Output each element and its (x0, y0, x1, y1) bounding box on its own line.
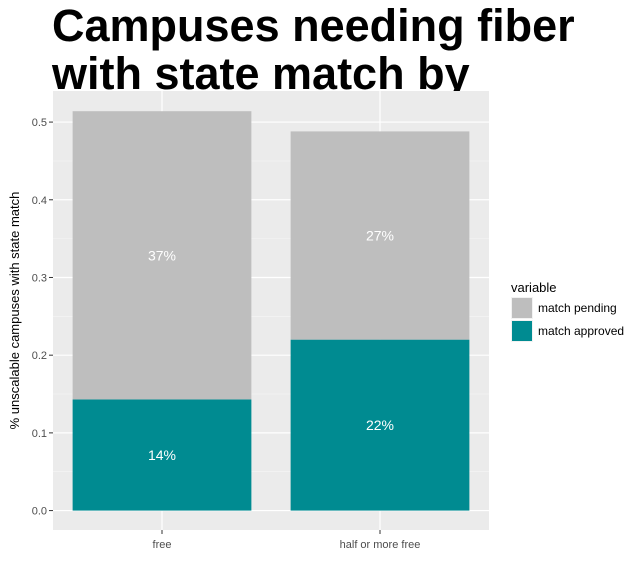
legend: variable match pending match approved (511, 280, 624, 342)
x-tick-label: half or more free (340, 539, 421, 551)
bar-data-label: 14% (148, 447, 176, 463)
bar-match-approved-1 (72, 399, 252, 511)
y-tick-label: 0.4 (32, 195, 47, 207)
y-axis-title: % unscalable campuses with state match (7, 192, 22, 430)
bars: 14% 37% 22% 27% (72, 111, 470, 511)
y-tick-label: 0.0 (32, 506, 47, 518)
bar-data-label: 27% (366, 228, 394, 244)
chart-title: Campuses needing fiber with state match … (52, 0, 575, 146)
x-tick-label: free (153, 539, 172, 551)
legend-title: variable (511, 280, 557, 295)
y-tick-label: 0.5 (32, 117, 47, 129)
legend-label: match pending (538, 301, 617, 315)
bar-data-label: 22% (366, 417, 394, 433)
legend-label: match approved (538, 324, 624, 338)
bar-match-pending-1 (72, 111, 252, 400)
bar-data-label: 37% (148, 247, 176, 263)
legend-swatch-match-pending (512, 298, 532, 318)
y-tick-label: 0.3 (32, 272, 47, 284)
bar-match-approved-2 (290, 339, 470, 511)
bar-match-pending-2 (290, 131, 470, 340)
legend-swatch-match-approved (512, 321, 532, 341)
y-tick-label: 0.2 (32, 350, 47, 362)
y-tick-label: 0.1 (32, 428, 47, 440)
axes: 0.0 0.1 0.2 0.3 0.4 0.5 free half or more free%… (7, 117, 420, 551)
